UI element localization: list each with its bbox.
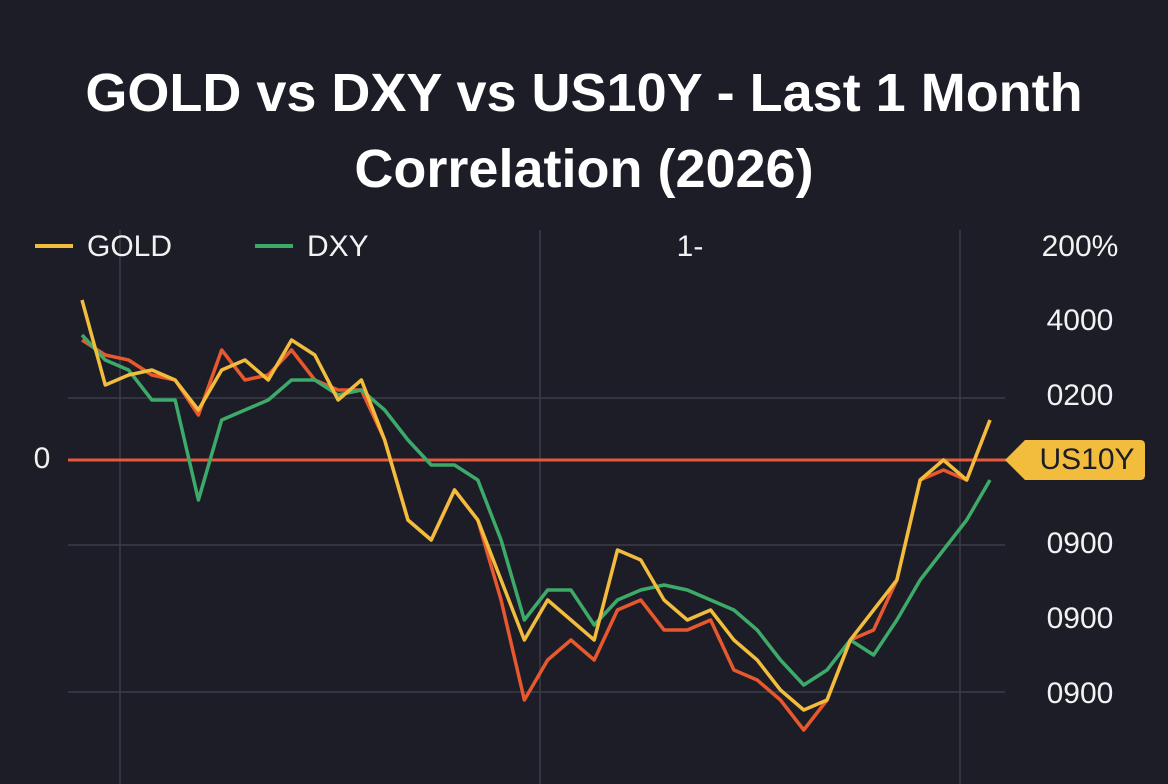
right-label: 200% xyxy=(1042,230,1119,263)
legend-label: GOLD xyxy=(87,230,172,263)
y-tick-label: 0 xyxy=(34,442,51,475)
chart-title: GOLD vs DXY vs US10Y - Last 1 Month Corr… xyxy=(85,63,1083,199)
annotation: 1- xyxy=(677,230,704,263)
legend-label: DXY xyxy=(307,230,369,263)
right-label: 0900 xyxy=(1047,527,1114,560)
right-label: 0900 xyxy=(1047,602,1114,635)
right-label: 4000 xyxy=(1047,304,1114,337)
right-label: 0200 xyxy=(1047,379,1114,412)
right-label: 0900 xyxy=(1047,677,1114,710)
series-line xyxy=(80,333,992,687)
series-line xyxy=(80,299,992,712)
badge-label: US10Y xyxy=(1039,443,1134,476)
badge xyxy=(1005,440,1145,480)
